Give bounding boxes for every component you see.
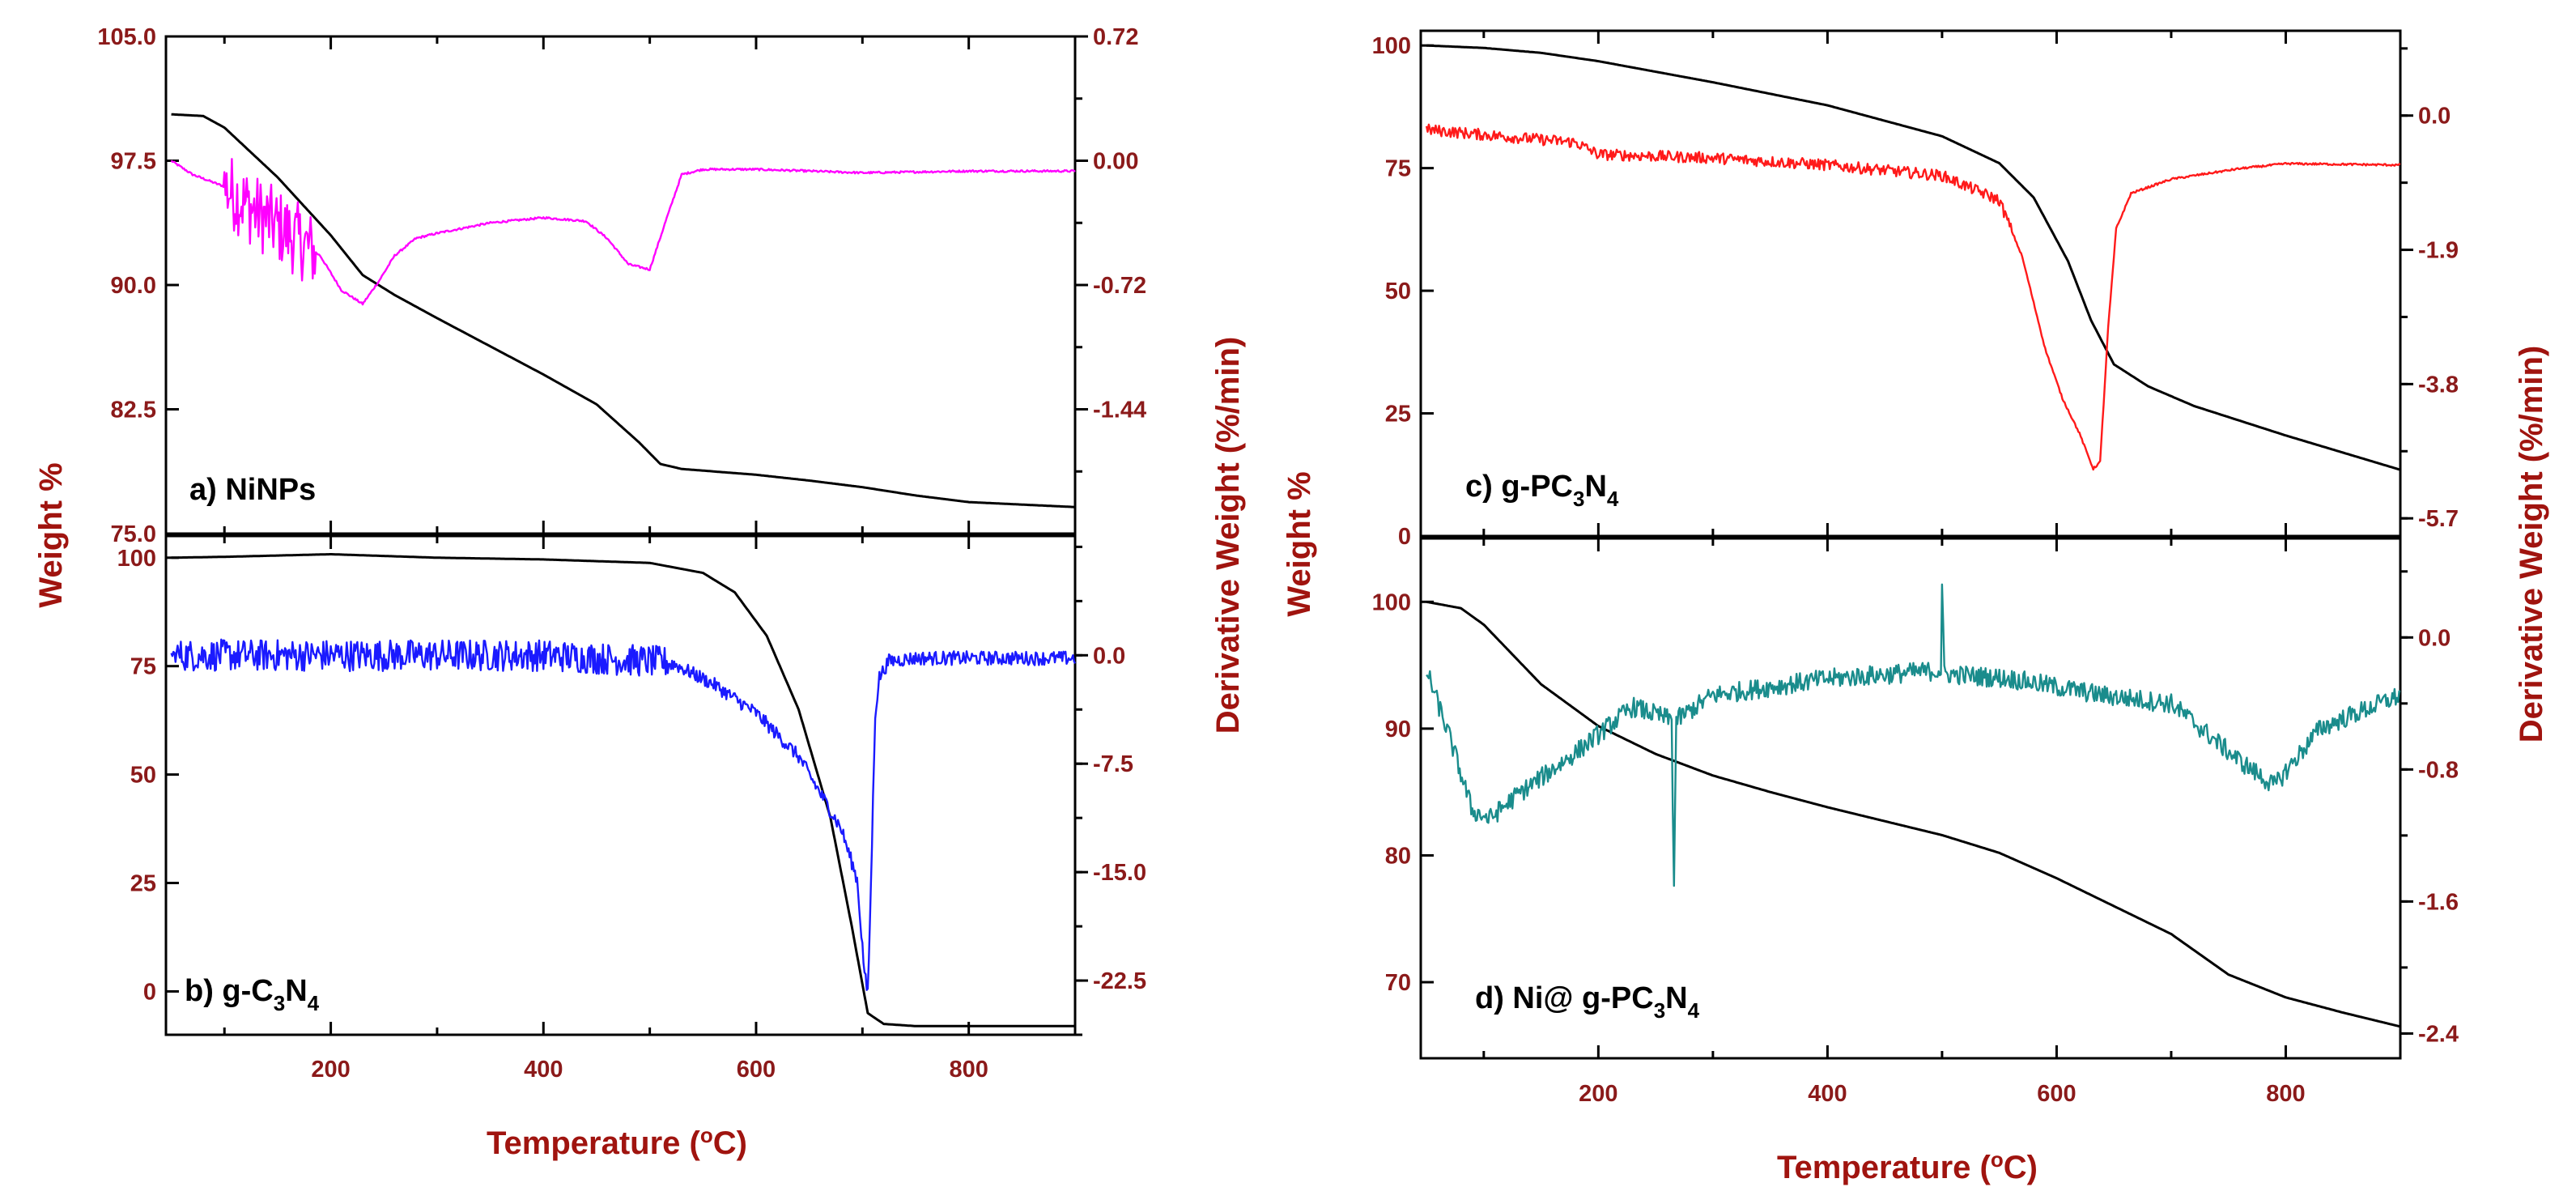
right-x-axis-title: Temperature (oC) [1777,1147,2038,1185]
panel-c: 0 25 50 75 100 -5.7 -3.8 -1.9 0.0 c) g-PC3N4 [1372,29,2459,550]
y-tick-label: 82.5 [111,398,156,423]
panel-a-label: a) NiNPs [189,473,316,507]
panel-a-lines [170,113,1076,508]
panel-d-ticks: 200 400 600 800 70 80 90 100 -2.4 -1.6 -0.8 0.0 [1372,538,2459,1107]
weight-curve [171,113,1076,508]
y-tick-label: 100 [1372,589,1411,615]
y-tick-label: 80 [1385,843,1411,869]
weight-curve [1426,600,2401,1028]
y2-tick-label: -0.72 [1093,273,1146,299]
panel-d-label: d) Ni@ g-PC3N4 [1475,981,1700,1023]
y-tick-label: 50 [1385,279,1411,304]
y2-tick-label: -1.44 [1093,398,1146,423]
panel-a-ticks: 75.0 82.5 90.0 97.5 105.0 -1.44 -0.72 0.00 0.72 [97,24,1146,547]
y2-tick-label: -3.8 [2418,372,2459,398]
y-tick-label: 97.5 [111,149,156,175]
panel-b-label: b) g-C3N4 [185,974,320,1015]
y-tick-label: 100 [1372,33,1411,59]
derivative-curve [1425,123,2401,471]
y2-tick-label: 0.0 [2418,104,2451,130]
y2-tick-label: 0.0 [1093,643,1125,669]
x-tick-label: 600 [737,1057,776,1083]
panel-d-lines [1426,583,2401,1028]
y2-tick-label: -5.7 [2418,506,2459,532]
right-figure: 0 25 50 75 100 -5.7 -3.8 -1.9 0.0 c) g-PC3N4 200… [1282,29,2549,1185]
panel-b-frame [164,534,1077,1036]
y2-tick-label: -1.9 [2418,238,2459,264]
y-tick-label: 90.0 [111,273,156,299]
panel-c-frame [1419,29,2402,538]
right-y-axis-title: Weight % [1282,471,1317,616]
panel-c-label: c) g-PC3N4 [1465,470,1619,511]
y-tick-label: 0 [143,979,156,1005]
x-tick-label: 800 [949,1057,988,1083]
panel-d: 200 400 600 800 70 80 90 100 -2.4 -1.6 -0.8 0.0 d) … [1372,537,2459,1107]
x-tick-label: 200 [1579,1081,1617,1107]
panel-a: 75.082.590.097.5105.0-1.44-0.720.000.72 … [97,24,1146,547]
y-tick-label: 0 [1398,524,1411,550]
panel-a-frame [164,35,1077,535]
y2-tick-label: -2.4 [2418,1021,2459,1047]
y-tick-label: 75.0 [111,521,156,547]
y-tick-label: 75 [130,654,156,680]
derivative-curve [170,158,1076,306]
weight-curve [171,553,1076,1027]
y-tick-label: 75 [1385,156,1411,182]
y2-tick-label: 0.72 [1093,24,1138,50]
y-tick-label: 25 [1385,402,1411,428]
y2-tick-label: -15.0 [1093,860,1146,886]
derivative-curve [170,638,1077,991]
left-x-axis-title: Temperature (oC) [487,1123,747,1161]
y2-tick-label: -22.5 [1093,968,1146,994]
derivative-curve [1426,583,2401,887]
y-tick-label: 100 [117,546,156,572]
x-tick-label: 400 [524,1057,563,1083]
left-y2-axis-title: Derivative Weight (%/min) [1210,337,1246,734]
y2-tick-label: 0.00 [1093,149,1138,175]
y2-tick-label: -1.6 [2418,889,2459,915]
left-y-axis-title: Weight % [33,462,69,607]
y2-tick-label: -0.8 [2418,757,2459,783]
panel-b-lines [170,553,1077,1027]
weight-curve [1426,44,2401,471]
y-tick-label: 25 [130,871,156,897]
panel-c-lines [1425,44,2401,471]
panel-c-ticks: 0 25 50 75 100 -5.7 -3.8 -1.9 0.0 [1372,31,2459,550]
y-tick-label: 105.0 [97,24,156,50]
x-tick-label: 800 [2266,1081,2305,1107]
panel-d-frame [1419,537,2402,1060]
left-figure: 75.082.590.097.5105.0-1.44-0.720.000.72 … [33,24,1246,1161]
y-tick-label: 90 [1385,717,1411,742]
x-tick-label: 600 [2037,1081,2076,1107]
y-tick-label: 50 [130,763,156,789]
panel-b-ticks: 200 400 600 800 0 25 50 75 100 -22.5 -15.0 -7.5 0.0 [117,536,1146,1083]
x-tick-label: 400 [1808,1081,1847,1107]
x-tick-label: 200 [311,1057,350,1083]
y-tick-label: 70 [1385,970,1411,996]
right-y2-axis-title: Derivative Weight (%/min) [2514,346,2549,742]
panel-b: 200 400 600 8000255075100-22.5-15.0-7.50.0 … [117,534,1146,1083]
y2-tick-label: -7.5 [1093,751,1133,777]
y2-tick-label: 0.0 [2418,625,2451,651]
